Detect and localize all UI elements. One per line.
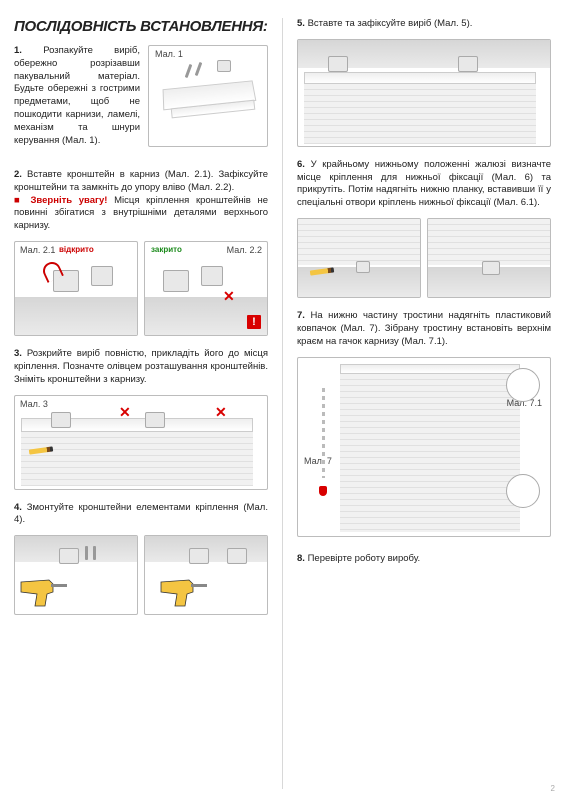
figure-6-pair: Мал. 6 Мал. 6.1	[297, 218, 551, 310]
figure-1: Мал. 1	[148, 45, 268, 147]
figure-2-2-label: Мал. 2.2	[227, 245, 262, 255]
figure-7-label: Мал. 7	[304, 456, 332, 466]
step-1-text: 1. Розпакуйте виріб, обережно розрізавши…	[14, 45, 140, 151]
figure-5: Мал. 5	[297, 39, 551, 147]
figure-1-label: Мал. 1	[155, 49, 183, 59]
step-5-body: Вставте та зафіксуйте виріб (Мал. 5).	[308, 18, 473, 29]
step-7-text: 7. На нижню частину тростини надягніть п…	[297, 310, 551, 348]
figure-7: Мал. 7.1 Мал. 7	[297, 357, 551, 537]
figure-4-left: Мал. 4	[14, 535, 138, 615]
closed-label: закрито	[151, 245, 182, 254]
figure-3-label: Мал. 3	[20, 399, 48, 409]
step-5-num: 5.	[297, 18, 305, 29]
step-6-body: У крайньому нижньому положенні жалюзі ви…	[297, 159, 551, 208]
step-1-num: 1.	[14, 45, 22, 56]
right-column: 5. Вставте та зафіксуйте виріб (Мал. 5).…	[297, 18, 551, 789]
step-4-body: Змонтуйте кронштейни елементами кріпленн…	[14, 502, 268, 526]
step-3-text: 3. Розкрийте виріб повністю, прикладіть …	[14, 348, 268, 386]
figure-2-1-label: Мал. 2.1	[20, 245, 55, 255]
open-label: відкрито	[59, 245, 94, 254]
step-4-num: 4.	[14, 502, 22, 513]
warn-label: Зверніть увагу!	[30, 195, 107, 206]
figure-2-pair: Мал. 2.1 відкрито закрито Мал. 2.2 ✕ !	[14, 241, 268, 348]
step-7-body: На нижню частину тростини надягніть плас…	[297, 310, 551, 347]
column-divider	[282, 18, 283, 789]
step-2-body: Вставте кронштейн в карниз (Мал. 2.1). З…	[14, 169, 268, 193]
step-6-text: 6. У крайньому нижньому положенні жалюзі…	[297, 159, 551, 210]
step-3-num: 3.	[14, 348, 22, 359]
step-4-text: 4. Змонтуйте кронштейни елементами кріпл…	[14, 502, 268, 528]
drill-icon	[19, 574, 69, 608]
figure-6-1: Мал. 6.1	[427, 218, 551, 298]
left-column: ПОСЛІДОВНІСТЬ ВСТАНОВЛЕННЯ: 1. Розпакуйт…	[14, 18, 268, 789]
figure-4-pair: Мал. 4	[14, 535, 268, 627]
alert-icon: !	[247, 315, 261, 329]
page-number: 2	[551, 784, 555, 793]
drill-icon	[159, 574, 209, 608]
warn-icon: ■	[14, 195, 30, 206]
step-5-text: 5. Вставте та зафіксуйте виріб (Мал. 5).	[297, 18, 551, 31]
figure-2-2: закрито Мал. 2.2 ✕ !	[144, 241, 268, 336]
figure-2-1: Мал. 2.1 відкрито	[14, 241, 138, 336]
figure-6: Мал. 6	[297, 218, 421, 298]
step-8-body: Перевірте роботу виробу.	[308, 553, 421, 564]
figure-3: Мал. 3 ✕ ✕	[14, 395, 268, 490]
step-2-num: 2.	[14, 169, 22, 180]
step-1-body: Розпакуйте виріб, обережно розрізавши па…	[14, 45, 140, 146]
step-2-text: 2. Вставте кронштейн в карниз (Мал. 2.1)…	[14, 169, 268, 233]
step-7-num: 7.	[297, 310, 305, 321]
page-title: ПОСЛІДОВНІСТЬ ВСТАНОВЛЕННЯ:	[14, 18, 268, 35]
step-8-num: 8.	[297, 553, 305, 564]
figure-4-right	[144, 535, 268, 615]
step-3-body: Розкрийте виріб повністю, прикладіть йог…	[14, 348, 268, 385]
step-1-row: 1. Розпакуйте виріб, обережно розрізавши…	[14, 45, 268, 159]
step-8-text: 8. Перевірте роботу виробу.	[297, 553, 551, 566]
step-6-num: 6.	[297, 159, 305, 170]
